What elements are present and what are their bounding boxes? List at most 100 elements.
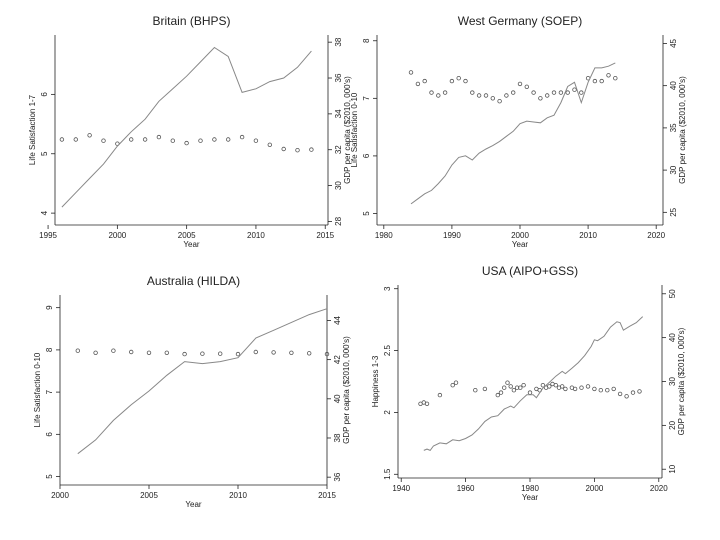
y-left-tick-label: 4 [40,210,49,215]
y-right-tick-label: 50 [668,289,677,298]
x-tick-label: 2000 [585,484,603,493]
y-right-tick-label: 38 [333,433,342,442]
satisfaction-point [592,386,597,392]
satisfaction-point [87,133,92,138]
x-tick-label: 2010 [247,231,265,240]
satisfaction-point [630,390,636,395]
x-axis-label: Year [183,240,200,249]
satisfaction-point [453,380,459,385]
satisfaction-point [184,140,189,146]
satisfaction-point [613,75,618,81]
satisfaction-point [560,384,565,389]
y-right-tick-label: 42 [333,355,342,364]
y-left-tick-label: 5 [362,211,371,216]
x-tick-label: 2015 [316,231,334,240]
satisfaction-point [551,90,557,95]
y-left-tick-label: 2 [383,410,392,415]
x-tick-label: 1960 [457,484,475,493]
satisfaction-point [599,78,604,84]
x-axis-label: Year [185,500,202,509]
y-right-tick-label: 45 [669,38,678,47]
satisfaction-point [540,383,546,388]
y-left-axis-label: Life Satisfaction 1-7 [28,94,37,165]
satisfaction-point [73,137,78,142]
y-left-axis-label: Life Satisfaction 0-10 [350,92,359,167]
y-left-tick-label: 9 [45,305,54,310]
satisfaction-point [511,388,517,393]
x-tick-label: 2000 [108,231,126,240]
satisfaction-point [442,90,448,95]
satisfaction-point [456,75,461,81]
y-left-tick-label: 1.5 [383,468,392,480]
x-tick-label: 2015 [318,491,336,500]
y-left-tick-label: 6 [362,153,371,158]
satisfaction-point [521,383,526,388]
satisfaction-point [545,93,550,98]
satisfaction-point [508,384,513,389]
satisfaction-point [558,90,564,95]
x-tick-label: 1980 [375,231,393,240]
satisfaction-point [212,137,217,142]
satisfaction-point [498,390,504,395]
y-right-tick-label: 40 [669,81,678,90]
satisfaction-point [495,392,500,398]
satisfaction-point [101,138,106,143]
y-right-tick-label: 38 [334,37,343,46]
satisfaction-point [624,394,629,399]
satisfaction-point [572,87,577,92]
satisfaction-point [436,93,441,98]
y-left-tick-label: 8 [45,347,54,352]
gdp-line [410,62,616,205]
x-tick-label: 2005 [140,491,158,500]
y-left-axis-label: Happiness 1-3 [371,355,380,407]
satisfaction-point [598,388,603,393]
y-left-tick-label: 6 [45,432,54,437]
satisfaction-point [504,93,509,98]
chart-title: West Germany (SOEP) [458,14,582,28]
satisfaction-point [142,137,148,142]
satisfaction-point [415,81,421,87]
satisfaction-point [324,351,330,357]
x-tick-label: 2020 [650,484,668,493]
satisfaction-point [281,146,286,152]
y-right-tick-label: 30 [668,377,677,386]
y-left-axis-label: Life Satisfaction 0-10 [33,352,42,427]
satisfaction-point [482,386,488,392]
satisfaction-point [271,350,276,355]
satisfaction-point [524,84,529,89]
satisfaction-point [295,147,300,153]
satisfaction-point [75,348,80,353]
satisfaction-point [156,134,162,140]
satisfaction-point [128,349,134,355]
satisfaction-point [239,134,245,140]
y-left-tick-label: 5 [45,474,54,479]
satisfaction-point [547,384,552,389]
satisfaction-point [531,90,536,95]
satisfaction-point [253,349,258,355]
y-right-tick-label: 30 [334,181,343,190]
y-left-tick-label: 2.5 [383,344,392,356]
y-right-axis-label: GDP per capita ($2010, 000's) [678,76,687,184]
satisfaction-point [128,137,134,142]
satisfaction-point [93,350,98,355]
satisfaction-point [592,78,598,84]
satisfaction-point [563,386,568,392]
chart-panel-4: USA (AIPO+GSS) 1940 1960 1980 2000 2020 1.5 2 2.… [371,264,686,502]
satisfaction-point [579,90,584,95]
x-tick-label: 1995 [39,231,57,240]
y-right-axis-label: GDP per capita ($2010, 000's) [343,76,352,184]
satisfaction-point [637,389,642,394]
satisfaction-point [511,90,516,95]
satisfaction-point [449,78,455,84]
satisfaction-point [518,385,523,390]
satisfaction-point [572,386,578,392]
chart-title: USA (AIPO+GSS) [482,264,578,278]
x-axis-label: Year [522,493,539,502]
satisfaction-point [606,73,611,78]
y-right-tick-label: 20 [668,420,677,429]
satisfaction-point [517,81,523,87]
satisfaction-point [225,137,231,142]
y-left-tick-label: 8 [362,38,371,43]
satisfaction-point [200,351,205,356]
gdp-line [77,308,328,455]
